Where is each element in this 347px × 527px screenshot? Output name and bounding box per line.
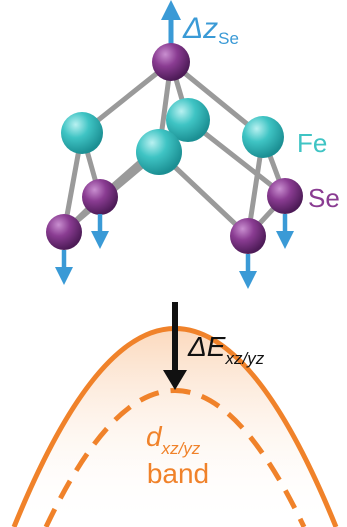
fe-label: Fe — [297, 128, 327, 158]
se-atom-back-left — [82, 179, 118, 215]
se-atom-back-right — [267, 178, 303, 214]
fe-atom-front — [136, 129, 182, 175]
fe-atom-right — [242, 116, 284, 158]
down-arrow-icon — [55, 214, 294, 289]
se-atom-front-left — [46, 214, 82, 250]
fe-atom-left — [61, 112, 103, 154]
band-orbital-label: dxz/yz — [146, 421, 201, 458]
se-atom-front-right — [230, 218, 266, 254]
se-atom-top — [152, 43, 190, 81]
se-label: Se — [308, 183, 340, 213]
fe-atom-back — [166, 98, 210, 142]
delta-e-label: ΔExz/yz — [187, 331, 265, 368]
energy-shift-arrowhead — [163, 370, 187, 390]
delta-z-label: ΔzSe — [182, 12, 239, 48]
band-dashed-curve — [43, 388, 307, 527]
band-word-label: band — [147, 458, 209, 489]
